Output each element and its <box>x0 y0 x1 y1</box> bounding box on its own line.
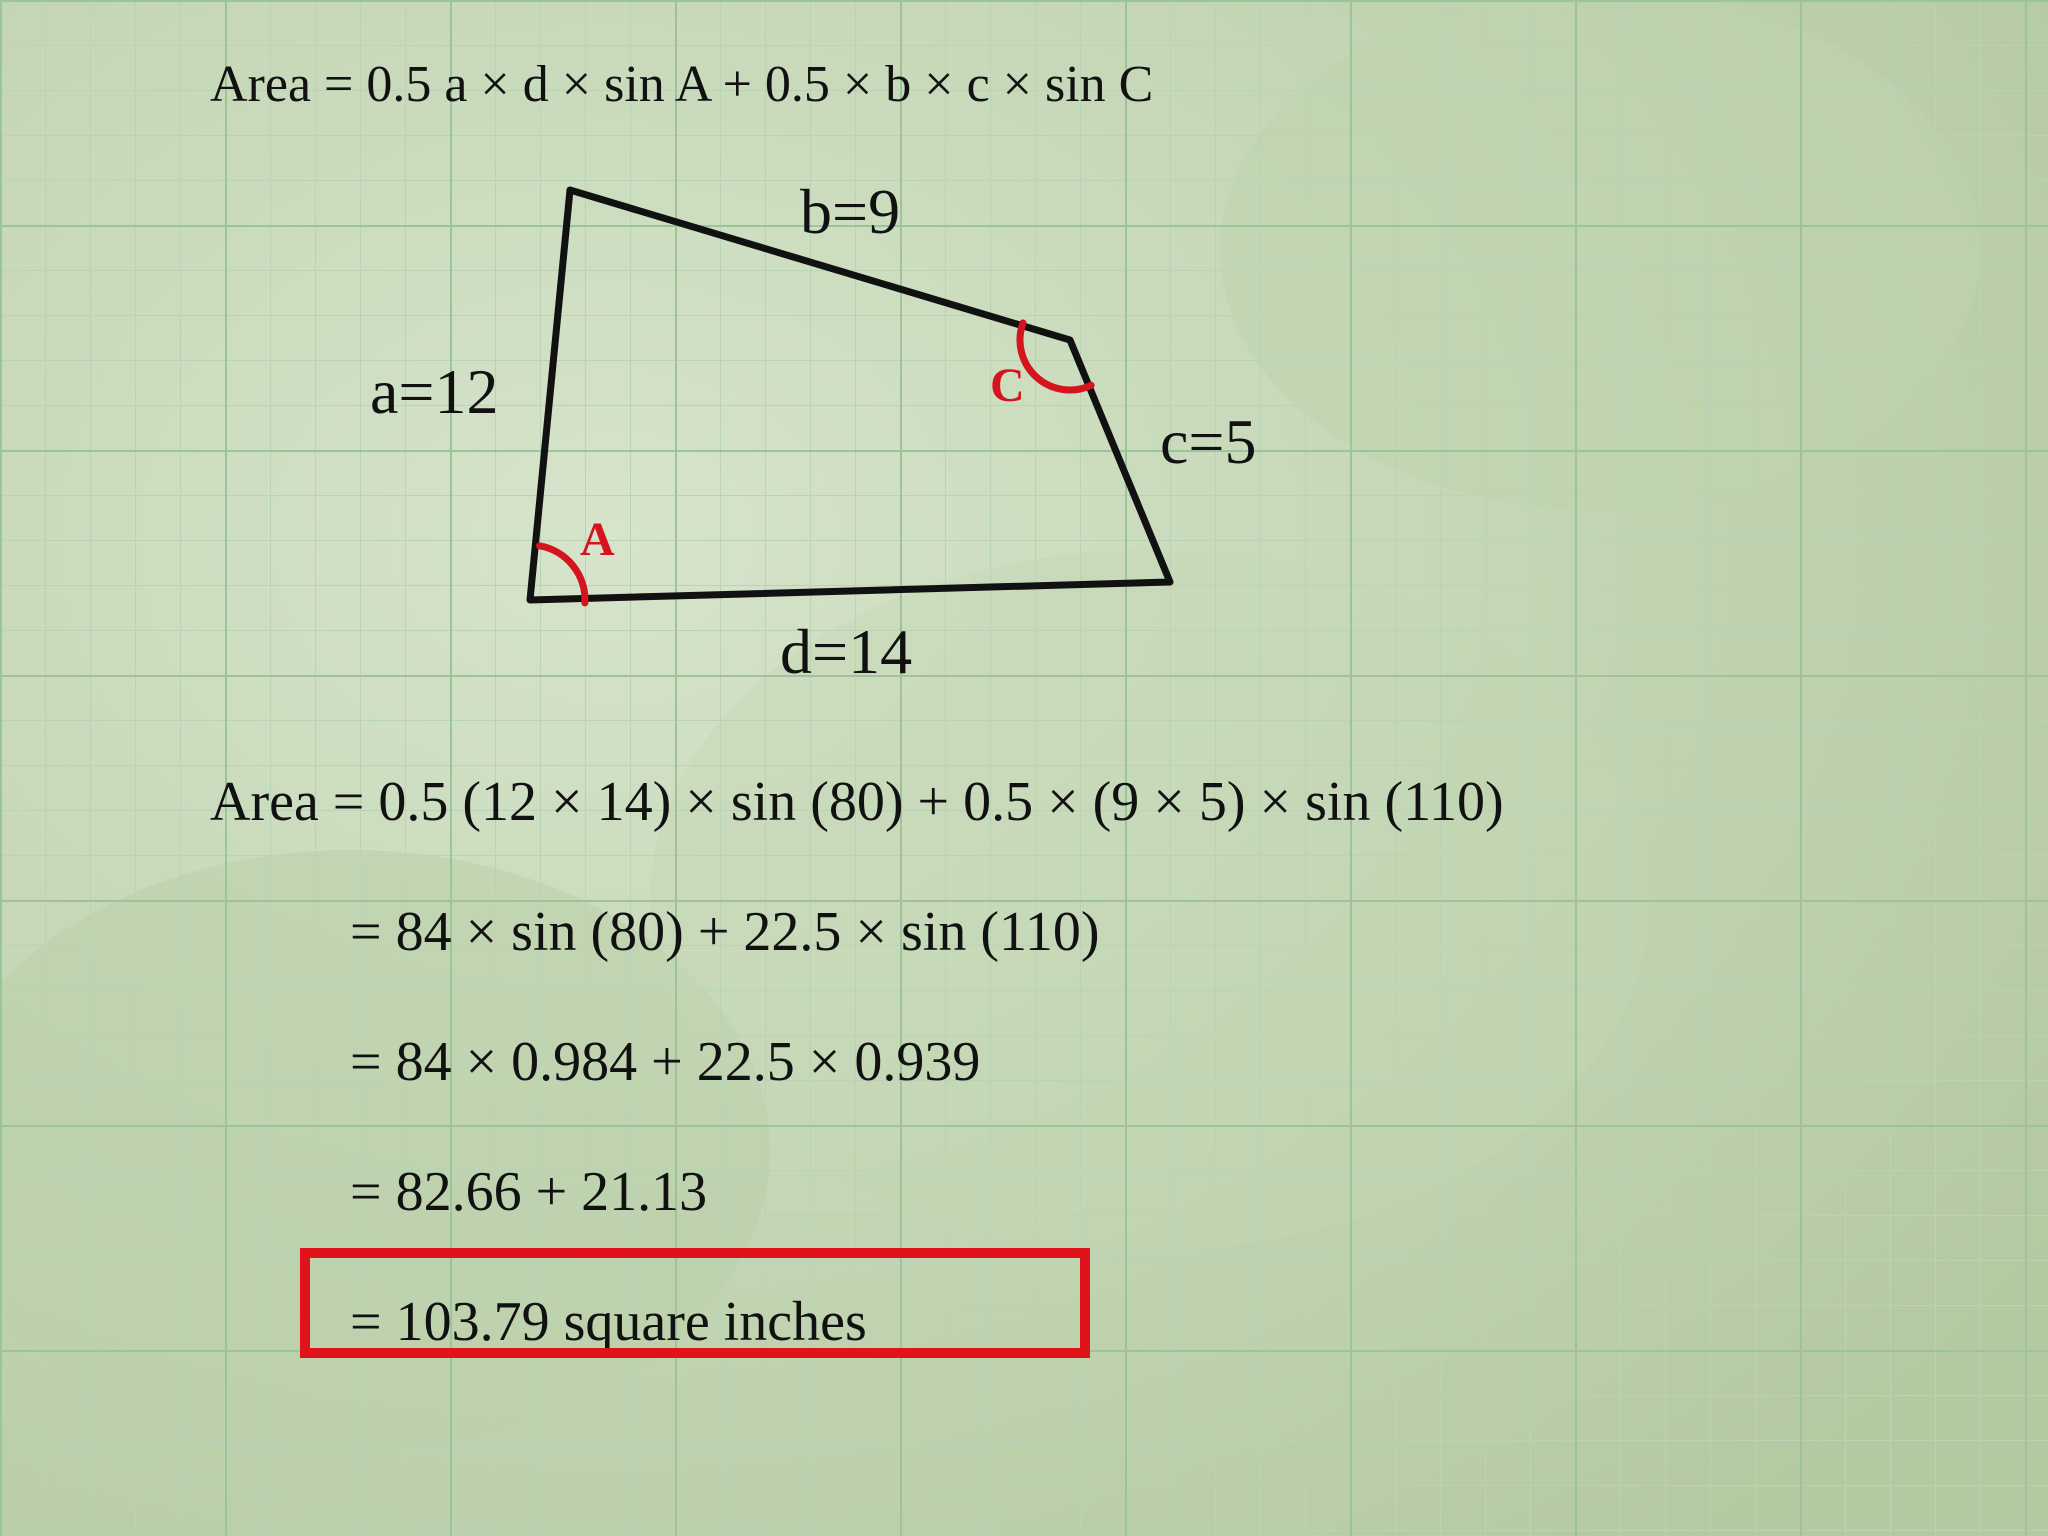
content-layer: Area = 0.5 a × d × sin A + 0.5 × b × c ×… <box>0 0 2048 1536</box>
angle-label-a: A <box>580 512 615 567</box>
answer-highlight-box <box>300 1248 1090 1358</box>
angle-label-c: C <box>990 358 1025 413</box>
work-line-3: = 82.66 + 21.13 <box>350 1160 707 1224</box>
side-label-c: c=5 <box>1160 405 1257 479</box>
work-line-0: Area = 0.5 (12 × 14) × sin (80) + 0.5 × … <box>210 770 1504 834</box>
side-label-d: d=14 <box>780 615 912 689</box>
work-line-2: = 84 × 0.984 + 22.5 × 0.939 <box>350 1030 980 1094</box>
side-label-a: a=12 <box>370 355 499 429</box>
page: Area = 0.5 a × d × sin A + 0.5 × b × c ×… <box>0 0 2048 1536</box>
work-line-1: = 84 × sin (80) + 22.5 × sin (110) <box>350 900 1100 964</box>
side-label-b: b=9 <box>800 175 900 249</box>
